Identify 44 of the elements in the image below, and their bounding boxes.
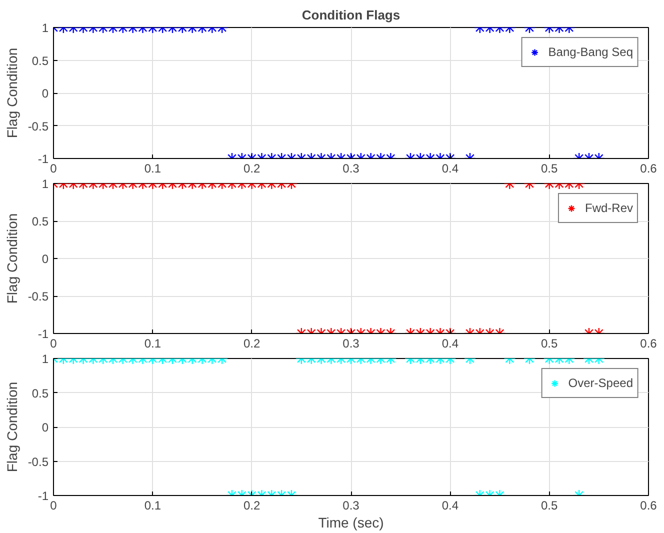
x-tick-label: 0.6 (640, 336, 658, 350)
y-tick-label: 0.5 (32, 386, 49, 400)
x-tick-label: 0 (50, 336, 58, 350)
y-tick-label: -0.5 (28, 290, 49, 304)
legend-label: Over-Speed (568, 376, 633, 390)
x-tick-label: 0 (50, 498, 58, 512)
y-tick-label: 1 (42, 177, 49, 191)
y-tick-label: 1 (42, 352, 49, 366)
x-tick-label: 0.2 (243, 336, 260, 350)
y-axis-title: Flag Condition (4, 382, 20, 472)
x-tick-label: 0.3 (342, 162, 360, 176)
y-tick-label: -0.5 (28, 119, 49, 134)
x-tick-label: 0.2 (243, 162, 260, 176)
x-tick-label: 0.4 (442, 498, 459, 512)
x-tick-label: 0.6 (640, 498, 658, 512)
y-tick-label: -1 (38, 489, 49, 503)
y-tick-label: -0.5 (28, 454, 49, 469)
x-tick-label: 0.4 (442, 336, 459, 350)
x-tick-label: 0.3 (342, 336, 360, 350)
x-tick-label: 0.5 (540, 336, 558, 350)
y-tick-label: 0 (42, 86, 49, 100)
y-tick-label: 0.5 (32, 214, 49, 228)
y-tick-label: 1 (42, 21, 49, 35)
x-tick-label: 0 (50, 162, 58, 176)
y-tick-label: 0 (42, 252, 49, 266)
x-tick-label: 0.1 (144, 336, 162, 350)
chart-title: Condition Flags (302, 8, 400, 22)
y-tick-label: 0 (42, 420, 49, 434)
x-tick-label: 0.5 (540, 162, 558, 176)
legend-label: Bang-Bang Seq (548, 45, 633, 59)
x-tick-label: 0.5 (540, 498, 558, 512)
x-axis-title: Time (sec) (318, 514, 384, 530)
x-tick-label: 0.2 (243, 498, 260, 512)
y-tick-label: 0.5 (32, 54, 49, 68)
legend-label: Fwd-Rev (584, 201, 633, 215)
y-axis-title: Flag Condition (4, 48, 20, 138)
x-tick-label: 0.4 (442, 162, 459, 176)
x-tick-label: 0.1 (144, 162, 162, 176)
y-tick-label: -1 (38, 152, 49, 166)
x-tick-label: 0.3 (342, 498, 360, 512)
y-tick-label: -1 (38, 327, 49, 341)
y-axis-title: Flag Condition (4, 213, 20, 304)
x-tick-label: 0.1 (144, 498, 162, 512)
x-tick-label: 0.6 (640, 162, 658, 176)
